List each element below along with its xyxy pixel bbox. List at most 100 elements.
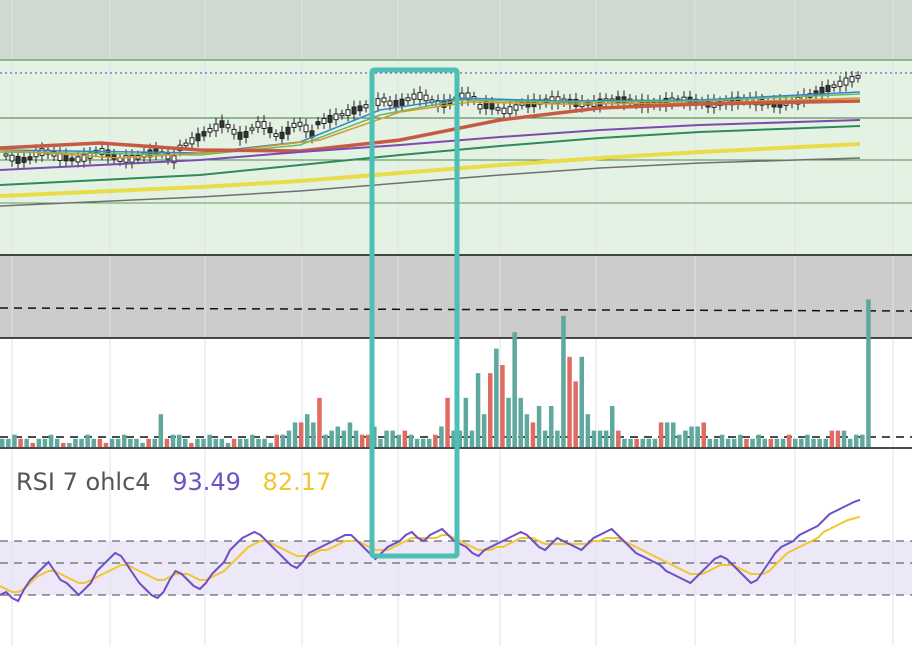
volume-bar <box>195 438 200 447</box>
candle <box>153 147 159 155</box>
candle <box>375 98 381 106</box>
volume-bar <box>12 434 17 447</box>
rsi-ma-legend-value: 82.17 <box>262 468 332 496</box>
volume-bar <box>579 356 584 447</box>
volume-bar <box>774 438 780 447</box>
volume-bar <box>341 430 347 447</box>
volume-bar <box>811 438 816 447</box>
volume-bar <box>701 422 706 447</box>
volume-bar <box>750 438 755 447</box>
candle <box>843 77 849 86</box>
volume-bar <box>311 422 316 447</box>
volume-bar <box>683 430 688 447</box>
volume-bar <box>85 434 90 447</box>
moving-average-line <box>0 142 861 198</box>
volume-bar <box>396 434 401 447</box>
rsi-legend-value: 93.49 <box>172 468 241 496</box>
volume-bar <box>24 438 29 447</box>
volume-bar <box>158 414 164 447</box>
candle <box>231 128 237 135</box>
candle <box>357 105 363 112</box>
volume-bar <box>298 422 304 447</box>
volume-bar <box>829 430 835 447</box>
volume-bar <box>664 422 670 447</box>
volume-bar <box>707 438 713 447</box>
candle <box>201 131 207 137</box>
volume-bar <box>231 438 237 447</box>
candle <box>297 121 303 127</box>
candle <box>207 127 213 133</box>
candle <box>849 76 855 83</box>
candle <box>189 137 195 145</box>
rsi-legend: RSI 7 ohlc4 93.49 82.17 <box>16 468 345 496</box>
volume-bar <box>262 438 267 447</box>
volume-bar <box>250 434 255 447</box>
volume-bar <box>305 414 310 447</box>
volume-bar <box>140 442 145 447</box>
volume-bar <box>695 426 700 447</box>
moving-average-line <box>0 99 861 153</box>
volume-bar <box>286 430 292 447</box>
volume-bar <box>561 315 566 447</box>
volume-bar <box>219 438 225 447</box>
volume-bar <box>799 438 804 447</box>
volume-bar <box>237 438 243 447</box>
volume-bar <box>213 438 218 447</box>
volume-bar <box>817 438 822 447</box>
volume-bar <box>292 422 298 447</box>
volume-bar <box>835 430 841 447</box>
candle <box>405 97 411 102</box>
volume-bar <box>713 438 719 447</box>
volume-bar <box>671 422 676 447</box>
candle <box>483 101 489 109</box>
volume-bar <box>658 422 664 447</box>
volume-bar <box>67 442 72 447</box>
volume-bar <box>48 434 54 447</box>
candle <box>261 121 267 130</box>
candle <box>249 127 255 131</box>
volume-bar <box>768 438 774 447</box>
candle <box>477 103 483 110</box>
volume-bar <box>207 434 212 447</box>
volume-bar <box>268 442 273 447</box>
volume-bar <box>518 397 523 447</box>
candle <box>255 121 261 128</box>
volume-bar <box>445 397 450 447</box>
candle <box>15 155 21 164</box>
volume-bar <box>366 434 371 447</box>
volume-bar <box>689 426 694 447</box>
volume-bar <box>506 397 511 447</box>
volume-bar <box>616 430 621 447</box>
candle <box>387 100 393 106</box>
candle <box>351 106 357 115</box>
candle <box>219 120 225 128</box>
volume-bar <box>628 438 633 447</box>
candle <box>291 122 297 128</box>
volume-bar <box>317 397 322 447</box>
volume-bar <box>103 442 109 447</box>
volume-bar <box>164 438 170 447</box>
volume-bar <box>189 442 194 447</box>
volume-bar <box>183 438 188 447</box>
volume-bar <box>91 438 96 447</box>
volume-bar <box>512 332 517 447</box>
volume-bar <box>549 406 554 447</box>
volume-bar <box>634 438 639 447</box>
candle <box>279 131 285 140</box>
volume-bar <box>30 442 35 447</box>
volume-bar <box>725 438 731 447</box>
volume-bar <box>530 422 536 447</box>
candle <box>423 94 429 102</box>
rsi-legend-label: RSI 7 ohlc4 <box>16 468 151 496</box>
candle <box>165 153 171 160</box>
volume-bar <box>500 365 505 447</box>
candle <box>399 98 405 106</box>
candle <box>267 127 273 134</box>
candle <box>393 100 399 108</box>
volume-bar <box>128 438 133 447</box>
volume-bar <box>463 397 469 447</box>
candle <box>3 153 9 157</box>
candle <box>345 109 351 116</box>
volume-bar <box>115 438 121 447</box>
